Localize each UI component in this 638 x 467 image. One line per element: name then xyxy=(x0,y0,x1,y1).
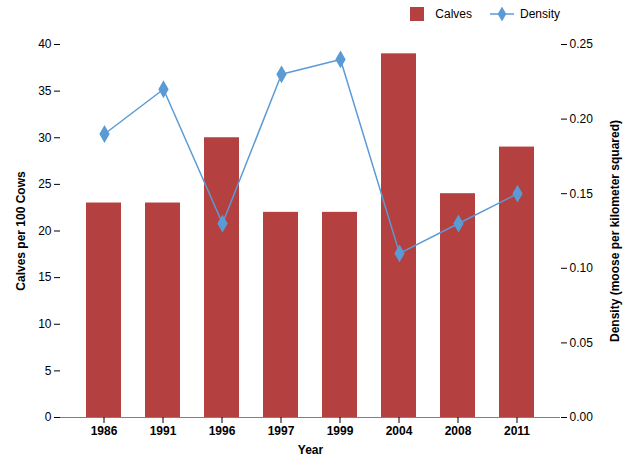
svg-text:40: 40 xyxy=(38,37,52,51)
svg-text:0.00: 0.00 xyxy=(570,410,594,424)
svg-text:2004: 2004 xyxy=(386,424,413,438)
svg-text:1997: 1997 xyxy=(268,424,295,438)
svg-text:0.15: 0.15 xyxy=(570,187,594,201)
svg-text:Year: Year xyxy=(298,443,324,457)
svg-text:1996: 1996 xyxy=(209,424,236,438)
svg-text:15: 15 xyxy=(38,270,52,284)
svg-text:0.05: 0.05 xyxy=(570,336,594,350)
svg-text:1999: 1999 xyxy=(327,424,354,438)
svg-text:0: 0 xyxy=(45,410,52,424)
svg-text:20: 20 xyxy=(38,224,52,238)
svg-text:Calves per 100 Cows: Calves per 100 Cows xyxy=(14,171,28,291)
svg-text:30: 30 xyxy=(38,131,52,145)
html-text:Density: Density xyxy=(520,7,560,21)
svg-text:0.20: 0.20 xyxy=(570,112,594,126)
svg-text:35: 35 xyxy=(38,84,52,98)
svg-text:0.10: 0.10 xyxy=(570,261,594,275)
svg-text:10: 10 xyxy=(38,317,52,331)
svg-text:25: 25 xyxy=(38,177,52,191)
svg-text:5: 5 xyxy=(45,364,52,378)
svg-text:Density (moose per kilometer s: Density (moose per kilometer squared) xyxy=(608,120,622,342)
svg-text:1986: 1986 xyxy=(91,424,118,438)
svg-text:2011: 2011 xyxy=(504,424,530,438)
svg-text:2008: 2008 xyxy=(445,424,472,438)
svg-text:1991: 1991 xyxy=(150,424,177,438)
svg-text:0.25: 0.25 xyxy=(570,37,594,51)
html-text:Calves: Calves xyxy=(435,7,472,21)
